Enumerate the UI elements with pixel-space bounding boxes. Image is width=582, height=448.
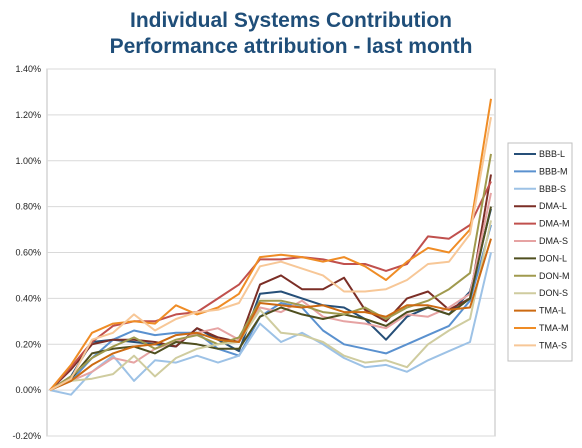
legend-label: DON-S <box>539 288 568 298</box>
chart-title: Individual Systems Contribution <box>129 9 453 32</box>
y-tick-label: 0.40% <box>15 293 41 303</box>
y-axis-ticks: -0.20% 0.00% 0.20% 0.40% 0.60% 0.80% 1.00% 1.20… <box>12 64 41 441</box>
legend-label: DMA-M <box>539 219 570 229</box>
legend-label: TMA-L <box>539 306 566 316</box>
series-lines <box>49 98 492 396</box>
chart-subtitle: Performance attribution - last month <box>109 35 473 58</box>
series-line-dma-l <box>49 174 492 391</box>
y-tick-label: 0.60% <box>15 248 41 258</box>
legend-label: BBB-M <box>539 166 568 176</box>
y-tick-label: 1.00% <box>15 156 41 166</box>
legend-label: BBB-S <box>539 184 566 194</box>
legend-label: DON-M <box>539 271 570 281</box>
series-line-don-s <box>49 220 492 392</box>
legend-label: DMA-S <box>539 236 568 246</box>
y-tick-label: 0.00% <box>15 385 41 395</box>
y-tick-label: 1.20% <box>15 110 41 120</box>
series-line-tma-s <box>49 117 492 391</box>
legend-label: DON-L <box>539 253 567 263</box>
series-line-dma-s <box>49 192 492 392</box>
y-tick-label: -0.20% <box>12 431 41 441</box>
series-line-don-l <box>49 206 492 391</box>
series-line-tma-l <box>49 238 492 392</box>
legend-label: TMA-S <box>539 340 567 350</box>
legend: BBB-L BBB-M BBB-S DMA-L DMA-M DMA-S DON-L DON-M… <box>514 149 570 350</box>
y-tick-label: 0.80% <box>15 202 41 212</box>
legend-label: BBB-L <box>539 149 565 159</box>
legend-box <box>507 142 573 362</box>
y-tick-label: 0.20% <box>15 339 41 349</box>
series-line-bbb-l <box>49 208 492 391</box>
gridlines <box>47 68 495 437</box>
legend-label: DMA-L <box>539 201 567 211</box>
series-line-bbb-s <box>49 252 492 396</box>
legend-label: TMA-M <box>539 323 569 333</box>
y-tick-label: 1.40% <box>15 64 41 74</box>
chart-title-block: Individual Systems Contribution Performa… <box>0 8 582 60</box>
series-line-don-m <box>49 153 492 391</box>
